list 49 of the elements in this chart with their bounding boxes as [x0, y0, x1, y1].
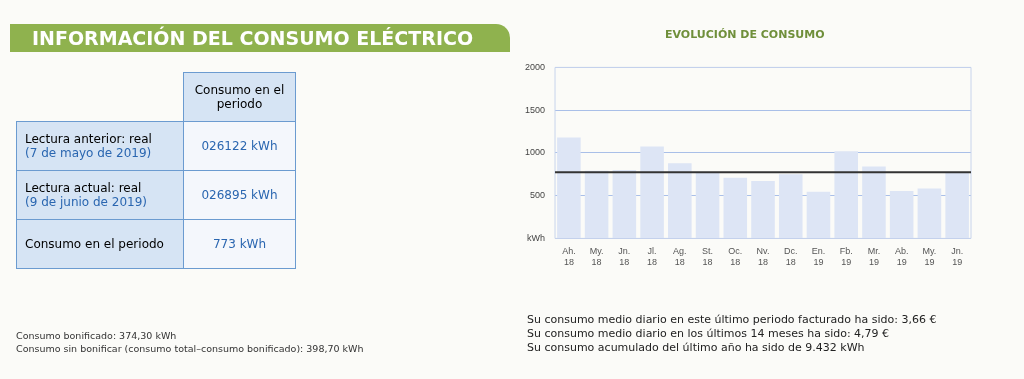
x-tick-label: Oc. 18	[728, 246, 743, 268]
x-tick-label: Jn. 19	[951, 246, 964, 268]
x-tick-label: Mr. 19	[867, 246, 881, 268]
y-tick-label: 500	[529, 190, 546, 201]
y-tick-label: kWh	[527, 232, 546, 243]
x-tick-label: My. 19	[922, 246, 937, 268]
text: (9 de junio de 2019)	[25, 194, 148, 209]
bar	[668, 163, 692, 238]
x-tick-label: Jn. 18	[618, 246, 631, 268]
text: INFORMACIÓN DEL CONSUMO ELÉCTRICO	[10, 24, 510, 52]
x-tick-label: Ah. 18	[562, 246, 576, 268]
text: 026895 kWh	[183, 170, 296, 219]
bar	[695, 172, 720, 238]
text: Su consumo acumulado del último año ha sido de 9.432 kWh	[527, 341, 865, 354]
text: Consumo en el periodo	[183, 72, 296, 121]
y-tick-label: 1500	[524, 104, 546, 115]
x-tick-label: Fb. 19	[839, 246, 853, 268]
bar	[557, 137, 581, 238]
x-tick-label: My. 18	[589, 246, 604, 268]
text: Consumo sin bonificar (consumo total–consumo bonificado): 398,70 kWh	[16, 343, 364, 354]
x-tick-label: St. 18	[702, 246, 714, 268]
text: Su consumo medio diario en los últimos 14 meses ha sido: 4,79 €	[527, 327, 890, 340]
text: Su consumo medio diario en este último periodo facturado ha sido: 3,66 €	[527, 313, 937, 326]
y-tick-label: 1000	[524, 147, 546, 158]
bar	[834, 151, 858, 238]
text: Consumo en el periodo	[16, 219, 184, 268]
bar	[612, 170, 637, 238]
x-tick-label: Dc. 18	[783, 246, 798, 268]
text: Consumo bonificado: 374,30 kWh	[16, 330, 177, 341]
bar	[917, 188, 942, 238]
x-tick-label: Ag. 18	[673, 246, 687, 268]
bar	[723, 177, 748, 238]
text: 026122 kWh	[183, 121, 296, 170]
x-tick-label: En. 19	[811, 246, 826, 268]
bar	[945, 172, 969, 238]
x-tick-label: Jl. 18	[647, 246, 658, 268]
chart-title: EVOLUCIÓN DE CONSUMO	[665, 28, 825, 41]
bar	[584, 170, 609, 238]
bar	[751, 181, 775, 238]
text: (7 de mayo de 2019)	[25, 145, 152, 160]
bar	[862, 166, 886, 238]
text: 773 kWh	[183, 219, 296, 268]
y-tick-label: 2000	[524, 61, 546, 72]
bar	[889, 190, 914, 238]
x-tick-label: Nv. 18	[756, 246, 770, 268]
bar	[806, 191, 831, 238]
bar	[640, 146, 664, 238]
bar	[778, 174, 803, 238]
x-tick-label: Ab. 19	[894, 246, 909, 268]
